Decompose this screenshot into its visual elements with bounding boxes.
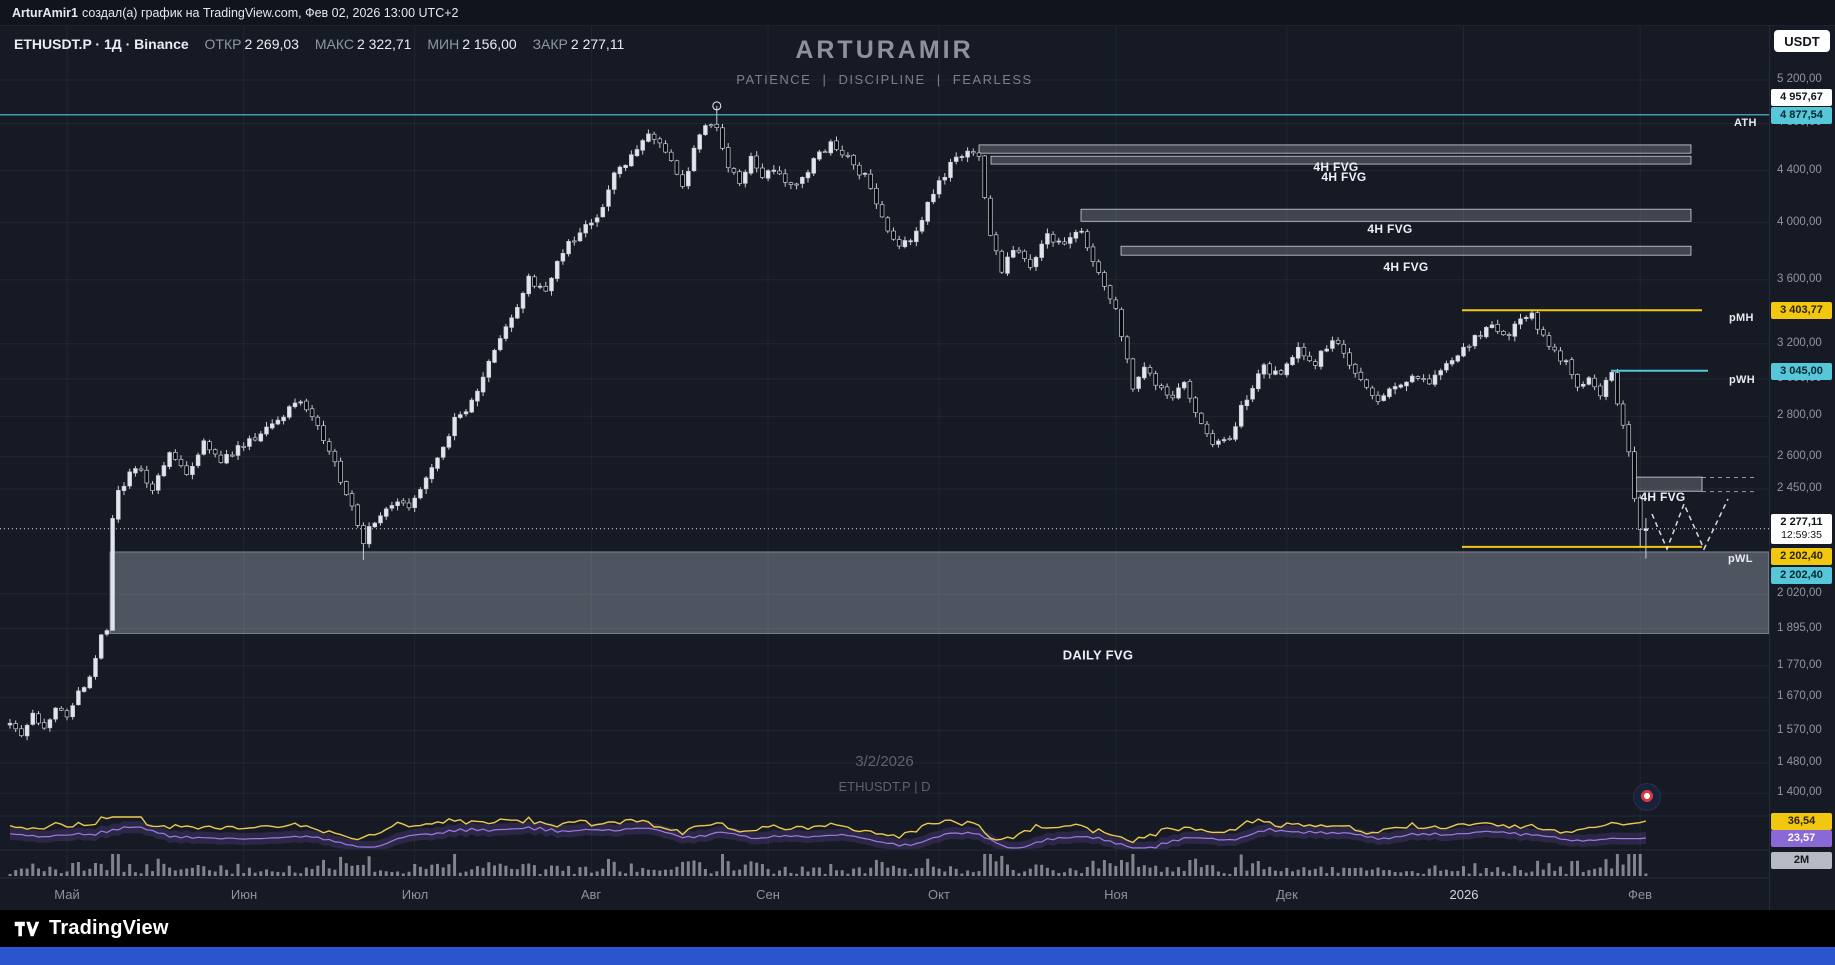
watermark-date: 3/2/2026 (855, 753, 914, 770)
pane-separators (0, 815, 1835, 879)
time-tick-Сен: Сен (756, 887, 780, 902)
4h-fvg-a1 (978, 144, 1692, 154)
ath-marker (712, 101, 722, 111)
price-axis-label: 36,54 (1771, 813, 1832, 830)
time-tick-Май: Май (54, 887, 80, 902)
tradingview-logo-text[interactable]: TradingView (49, 917, 169, 939)
watermark-title: ARTURAMIR (795, 36, 974, 64)
price-tick: 1 480,00 (1777, 756, 1822, 768)
price-tick: 1 770,00 (1777, 659, 1822, 671)
close-label: ЗАКР (532, 36, 568, 52)
time-tick-2026: 2026 (1449, 887, 1479, 902)
price-tick: 1 400,00 (1777, 786, 1822, 798)
open-value: 2 269,03 (244, 36, 299, 52)
time-tick-Авг: Авг (580, 887, 602, 902)
price-axis-label: 4 877,54 (1771, 107, 1832, 124)
price-axis-label: 3 403,77 (1771, 302, 1832, 319)
price-axis-label: 2 277,11 12:59:35 (1771, 514, 1832, 544)
price-lines (0, 101, 1769, 548)
share-bar-username: ArturAmir1 (12, 5, 78, 20)
price-scale[interactable]: 5 200,004 800,004 400,004 000,003 600,00… (1769, 26, 1835, 910)
low-value: 2 156,00 (462, 36, 517, 52)
4h-fvg-b (1080, 208, 1692, 222)
price-axis-label: 4 957,67 (1771, 89, 1832, 106)
symbol-legend: ETHUSDT.P · 1Д · Binance ОТКР 2 269,03 МА… (14, 36, 624, 52)
footer-blue-strip (0, 947, 1835, 965)
time-tick-Фев: Фев (1627, 887, 1653, 902)
time-tick-Окт: Окт (928, 887, 950, 902)
share-bar: ArturAmir1 создал(а) график на TradingVi… (0, 0, 1835, 26)
price-axis-label: 2M (1771, 852, 1832, 869)
watermark-subtitle: PATIENCE | DISCIPLINE | FEARLESS (736, 72, 1033, 87)
footer-brand-bar: TradingView (0, 910, 1835, 947)
open-label: ОТКР (204, 36, 242, 52)
price-tick: 2 450,00 (1777, 482, 1822, 494)
share-bar-text: создал(а) график на TradingView.com, Фев… (82, 5, 459, 20)
avatar (1633, 783, 1661, 811)
time-scale[interactable]: Май Июн Июл Авг Сен Окт Ноя Дек 2026 Фев (0, 878, 1769, 910)
time-tick-Ноя: Ноя (1104, 887, 1128, 902)
4h-fvg-d (1635, 476, 1703, 492)
price-tick: 3 200,00 (1777, 337, 1822, 349)
volume-pane (8, 854, 1648, 876)
close-value: 2 277,11 (570, 36, 625, 52)
price-axis-label: 3 045,00 (1771, 363, 1832, 380)
candlestick-series (7, 105, 1649, 741)
price-tick: 1 570,00 (1777, 724, 1822, 736)
high-label: МАКС (314, 36, 354, 52)
time-tick-Дек: Дек (1276, 887, 1298, 902)
price-tick: 5 200,00 (1777, 73, 1822, 85)
price-axis-label: 2 202,40 (1771, 548, 1832, 565)
tradingview-logo-icon[interactable] (14, 920, 40, 938)
fvg-zones (109, 144, 1770, 634)
time-tick-Июн: Июн (230, 887, 258, 902)
price-tick: 2 600,00 (1777, 450, 1822, 462)
price-tick: 3 600,00 (1777, 273, 1822, 285)
price-tick: 4 000,00 (1777, 216, 1822, 228)
time-tick-Июл: Июл (401, 887, 429, 902)
price-axis-label: 2 202,40 (1771, 567, 1832, 584)
currency-toggle-button[interactable]: USDT (1774, 30, 1830, 52)
symbol-title[interactable]: ETHUSDT.P · 1Д · Binance (14, 36, 189, 52)
4h-fvg-c (1120, 245, 1692, 256)
price-tick: 2 020,00 (1777, 587, 1822, 599)
high-value: 2 322,71 (356, 36, 412, 52)
oscillator-purple-line (9, 826, 1646, 849)
price-tick: 1 670,00 (1777, 690, 1822, 702)
watermark-symbol: ETHUSDT.P | D (838, 779, 931, 794)
oscillator-pane (9, 816, 1647, 849)
4h-fvg-a2 (990, 155, 1692, 165)
price-tick: 2 800,00 (1777, 409, 1822, 421)
daily-fvg (109, 551, 1770, 634)
low-label: МИН (427, 36, 460, 52)
price-tick: 4 400,00 (1777, 164, 1822, 176)
oscillator-yellow-line (9, 816, 1647, 844)
projection-path (1651, 477, 1756, 552)
grid (0, 26, 1769, 878)
price-tick: 1 895,00 (1777, 622, 1822, 634)
price-axis-label: 23,57 (1771, 830, 1832, 847)
